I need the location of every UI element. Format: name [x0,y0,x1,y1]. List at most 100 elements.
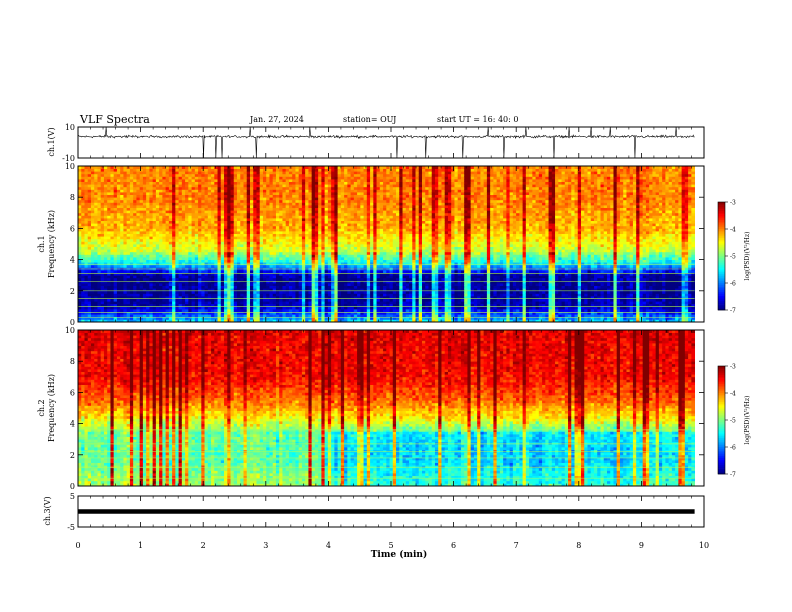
spectrogram-cell [224,207,228,211]
spectrogram-cell [168,207,173,211]
spectrogram-cell [269,233,274,237]
spectrogram-cell [285,173,290,177]
spectrogram-cell [126,251,131,255]
spectrogram-cell [142,179,147,182]
spectrogram-cell [311,275,316,279]
spectrogram-cell [211,171,215,175]
spectrogram-cell [230,257,235,260]
spectrogram-cell [298,181,303,185]
spectrogram-cell [295,290,300,294]
spectrogram-cell [256,228,261,232]
spectrogram-cell [324,166,329,169]
spectrogram-cell [250,288,254,292]
spectrogram-cell [337,306,342,310]
spectrogram-cell [327,285,332,289]
spectrogram-cell [331,283,335,286]
spectrogram-cell [327,236,332,240]
spectrogram-cell [308,192,313,195]
spectrogram-cell [318,288,322,292]
spectrogram-cell [207,314,212,318]
spectrogram-cell [94,272,98,276]
spectrogram-cell [87,298,92,302]
spectrogram-cell [250,197,254,201]
spectrogram-cell [165,225,170,229]
spectrogram-cell [266,228,270,232]
spectrogram-cell [136,179,141,182]
spectrogram-cell [133,270,137,273]
spectrogram-cell [90,207,95,211]
spectrogram-cell [311,314,316,318]
spectrogram-cell [262,181,267,185]
spectrogram-cell [103,272,108,276]
spectrogram-cell [129,189,134,193]
spectrogram-cell [324,280,329,284]
spectrogram-cell [201,306,205,310]
spectrogram-cell [129,176,134,180]
spectrogram-cell [168,171,173,175]
spectrogram-cell [165,319,170,323]
spectrogram-cell [282,257,287,260]
spectrogram-cell [90,228,95,232]
spectrogram-cell [246,296,251,299]
spectrogram-cell [211,186,215,190]
spectrogram-cell [227,173,231,177]
spectrogram-cell [136,231,141,234]
spectrogram-cell [136,309,141,312]
spectrogram-cell [207,283,212,286]
spectrogram-cell [149,244,154,247]
spectrogram-cell [181,277,186,281]
spectrogram-cell [253,251,257,255]
spectrogram-cell [149,316,154,320]
spectrogram-cell [324,290,329,294]
spectrogram-cell [331,173,335,177]
spectrogram-cell [133,184,137,188]
spectrogram-cell [136,236,141,240]
spectrogram-cell [324,309,329,312]
spectrogram-cell [272,176,277,180]
spectrogram-cell [198,244,202,247]
spectrogram-cell [327,205,332,208]
spectrogram-cell [94,314,98,318]
spectrogram-cell [84,288,89,292]
spectrogram-cell [97,314,102,318]
spectrogram-cell [285,309,290,312]
spectrogram-cell [142,272,147,276]
spectrogram-cell [217,228,222,232]
spectrogram-cell [282,218,287,221]
spectrogram-cell [103,199,108,203]
spectrogram-cell [110,319,115,323]
spectrogram-cell [272,197,277,201]
spectrogram-cell [152,179,157,182]
spectrogram-cell [165,270,170,273]
spectrogram-cell [285,244,290,247]
spectrogram-cell [191,179,196,182]
spectrogram-cell [259,166,264,169]
spectrogram-cell [305,236,309,240]
spectrogram-cell [103,249,108,253]
spectrogram-cell [126,186,131,190]
spectrogram-cell [282,259,287,263]
spectrogram-cell [175,184,180,188]
spectrogram-cell [240,288,244,292]
spectrogram-cell [331,233,335,237]
spectrogram-cell [337,298,342,302]
spectrogram-cell [282,228,287,232]
spectrogram-cell [113,212,118,216]
spectrogram-cell [172,303,176,307]
spectrogram-cell [292,251,296,255]
spectrogram-cell [84,280,89,284]
spectrogram-cell [230,225,235,229]
spectrogram-cell [94,176,98,180]
spectrogram-cell [288,241,293,245]
spectrogram-cell [279,179,283,182]
spectrogram-cell [240,194,244,198]
spectrogram-cell [324,225,329,229]
spectrogram-cell [204,298,209,302]
spectrogram-cell [288,246,293,250]
spectrogram-cell [168,303,173,307]
spectrogram-cell [237,262,241,266]
spectrogram-cell [327,241,332,245]
spectrogram-cell [146,168,150,172]
spectrogram-cell [308,262,313,266]
spectrogram-cell [172,238,176,242]
